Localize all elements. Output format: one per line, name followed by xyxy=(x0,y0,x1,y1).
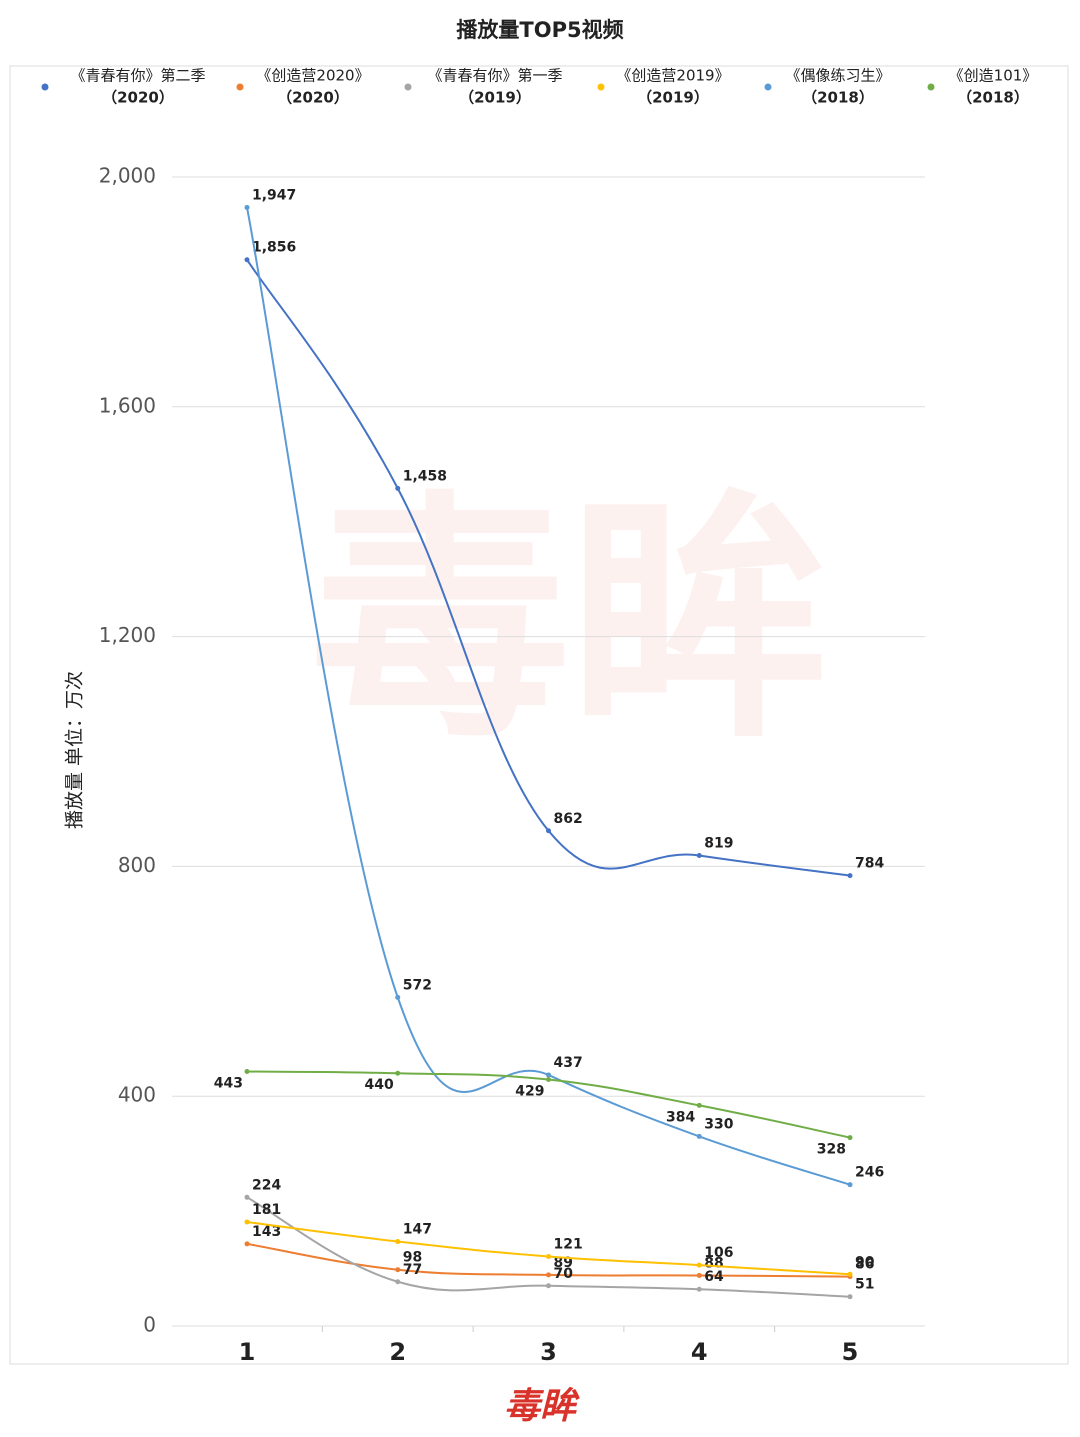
y-tick-label: 800 xyxy=(118,853,156,877)
data-point xyxy=(696,1272,702,1278)
data-point xyxy=(395,994,401,1000)
data-label: 90 xyxy=(855,1254,875,1270)
data-point xyxy=(395,1239,401,1245)
data-point xyxy=(696,1133,702,1139)
data-point xyxy=(395,1279,401,1285)
watermark: 毒眸 xyxy=(310,471,830,773)
data-label: 437 xyxy=(554,1055,583,1071)
brand-logo: 毒眸 xyxy=(504,1386,580,1427)
legend-marker xyxy=(597,83,605,91)
data-point xyxy=(696,852,702,858)
data-point xyxy=(847,873,853,879)
data-point xyxy=(847,1135,853,1141)
data-label: 572 xyxy=(403,977,432,993)
data-point xyxy=(244,1194,250,1200)
legend-label: 《青春有你》第一季 xyxy=(427,67,562,85)
data-label: 440 xyxy=(365,1077,394,1093)
legend-marker xyxy=(764,83,772,91)
data-label: 246 xyxy=(855,1165,884,1181)
data-point xyxy=(546,1283,551,1289)
data-point xyxy=(244,1241,250,1247)
data-label: 88 xyxy=(704,1255,723,1271)
data-label: 784 xyxy=(855,856,884,872)
legend-label: 《偶像练习生》 xyxy=(785,67,890,85)
legend-label: （2018） xyxy=(802,89,874,107)
data-point xyxy=(696,1102,702,1108)
chart-title: 播放量TOP5视频 xyxy=(456,18,623,42)
series-line xyxy=(246,1242,851,1278)
x-tick-label: 3 xyxy=(540,1338,557,1366)
legend-marker xyxy=(927,83,935,91)
data-label: 819 xyxy=(704,835,733,851)
data-point xyxy=(395,1070,401,1076)
x-tick-label: 2 xyxy=(389,1338,406,1366)
y-tick-label: 1,200 xyxy=(99,623,156,647)
data-point xyxy=(395,1267,401,1273)
y-axis-label: 播放量 单位：万次 xyxy=(64,671,86,829)
x-tick-label: 4 xyxy=(691,1338,708,1366)
legend-marker xyxy=(236,83,244,91)
data-label: 121 xyxy=(554,1236,583,1252)
legend-label: （2019） xyxy=(459,89,531,107)
data-point xyxy=(395,485,401,491)
data-point xyxy=(847,1182,853,1188)
series-line xyxy=(246,1196,851,1298)
y-tick-label: 1,600 xyxy=(99,393,156,417)
legend-label: （2019） xyxy=(637,89,709,107)
legend-marker xyxy=(41,83,49,91)
data-label: 384 xyxy=(666,1109,695,1125)
data-label: 443 xyxy=(214,1075,243,1091)
series-line xyxy=(246,259,851,877)
legend-marker xyxy=(404,83,412,91)
data-point xyxy=(244,257,250,263)
data-point xyxy=(546,828,551,834)
chart-frame xyxy=(9,65,1069,1365)
data-point xyxy=(244,1068,250,1074)
data-label: 51 xyxy=(855,1277,874,1293)
data-label: 1,458 xyxy=(403,468,447,484)
data-label: 1,856 xyxy=(252,240,296,256)
data-label: 86 xyxy=(855,1257,874,1273)
y-tick-label: 400 xyxy=(118,1083,156,1107)
data-point xyxy=(696,1286,702,1292)
legend-label: （2020） xyxy=(102,89,174,107)
data-label: 106 xyxy=(704,1245,733,1261)
data-point xyxy=(847,1294,853,1300)
data-point xyxy=(244,204,250,210)
legend-label: 《创造营2019》 xyxy=(616,67,729,85)
data-label: 98 xyxy=(403,1250,422,1266)
series-line xyxy=(246,207,851,1186)
data-point xyxy=(847,1271,853,1277)
data-label: 147 xyxy=(403,1222,432,1238)
data-point xyxy=(244,1219,250,1225)
legend-label: 《创造营2020》 xyxy=(256,67,369,85)
x-tick-label: 1 xyxy=(239,1338,256,1366)
data-point xyxy=(546,1253,551,1259)
data-label: 64 xyxy=(704,1269,724,1285)
data-label: 328 xyxy=(817,1142,846,1158)
legend-label: 《创造101》 xyxy=(949,67,1038,85)
legend-label: 《青春有你》第二季 xyxy=(70,67,205,85)
y-tick-label: 0 xyxy=(143,1313,156,1337)
data-label: 1,947 xyxy=(252,187,296,203)
data-label: 70 xyxy=(554,1266,574,1282)
data-label: 143 xyxy=(252,1224,281,1240)
data-point xyxy=(546,1072,551,1078)
data-label: 862 xyxy=(554,811,583,827)
data-label: 429 xyxy=(515,1084,544,1100)
data-label: 77 xyxy=(403,1262,422,1278)
data-point xyxy=(546,1272,551,1278)
data-point xyxy=(696,1262,702,1268)
legend-label: （2020） xyxy=(277,89,349,107)
x-tick-label: 5 xyxy=(842,1338,859,1366)
data-label: 224 xyxy=(252,1177,281,1193)
data-label: 181 xyxy=(252,1202,281,1218)
data-point xyxy=(546,1077,551,1083)
data-label: 330 xyxy=(704,1116,733,1132)
series-line xyxy=(246,1221,851,1276)
legend-label: （2018） xyxy=(957,89,1029,107)
y-tick-label: 2,000 xyxy=(99,164,156,188)
